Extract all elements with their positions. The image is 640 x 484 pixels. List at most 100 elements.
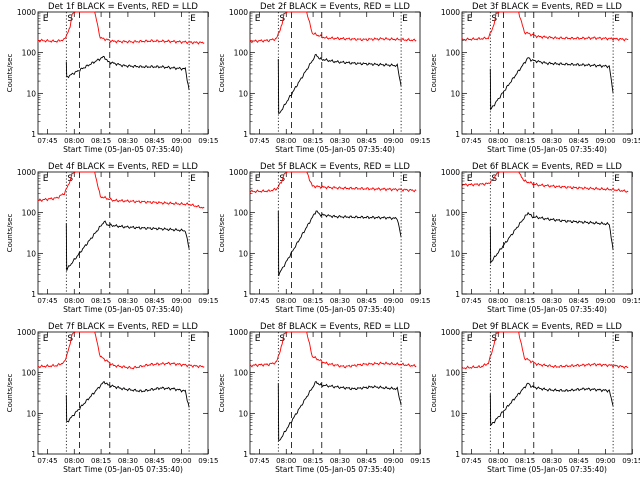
x-tick-label: 09:00 bbox=[171, 137, 191, 145]
x-tick-label: 09:00 bbox=[383, 457, 403, 465]
events-series-line bbox=[65, 220, 190, 271]
y-tick-label: 10 bbox=[450, 89, 460, 98]
plot-frame bbox=[37, 331, 209, 455]
x-axis-label: Start Time (05-Jan-05 07:35:40) bbox=[63, 305, 183, 314]
x-axis-label: Start Time (05-Jan-05 07:35:40) bbox=[275, 305, 395, 314]
panel-det-1f: Det 1f BLACK = Events, RED = LLD 1 10 100 10… bbox=[6, 2, 218, 154]
x-tick-label: 09:15 bbox=[622, 457, 640, 465]
y-tick-label: 10 bbox=[450, 409, 460, 418]
x-tick-label: 07:45 bbox=[249, 457, 269, 465]
y-tick-label: 1000 bbox=[229, 168, 248, 177]
y-tick-label: 100 bbox=[446, 49, 461, 58]
event-marker-label: S bbox=[279, 14, 285, 24]
x-tick-label: 08:45 bbox=[569, 457, 589, 465]
x-tick-label: 09:15 bbox=[622, 137, 640, 145]
y-tick-label: 1 bbox=[243, 130, 248, 139]
x-tick-label: 09:15 bbox=[198, 297, 218, 305]
y-tick-label: 100 bbox=[22, 369, 37, 378]
event-marker-label: S bbox=[491, 174, 497, 184]
panel-title: Det 4f BLACK = Events, RED = LLD bbox=[48, 162, 198, 172]
event-marker-label: E bbox=[614, 14, 620, 24]
x-tick-label: 08:00 bbox=[488, 457, 508, 465]
y-axis-label: Counts/sec bbox=[6, 374, 14, 413]
event-marker-label: E bbox=[43, 174, 49, 184]
x-tick-label: 07:45 bbox=[249, 297, 269, 305]
y-axis-label: Counts/sec bbox=[430, 54, 438, 93]
x-tick-label: 08:00 bbox=[276, 297, 296, 305]
y-axis-label: Counts/sec bbox=[430, 214, 438, 253]
y-tick-label: 1000 bbox=[441, 328, 460, 337]
y-tick-label: 10 bbox=[450, 249, 460, 258]
y-tick-label: 1000 bbox=[17, 328, 36, 337]
events-series-line bbox=[277, 380, 402, 441]
panel-title: Det 5f BLACK = Events, RED = LLD bbox=[260, 162, 410, 172]
y-tick-label: 100 bbox=[22, 209, 37, 218]
events-series-line bbox=[489, 57, 614, 111]
events-series-line bbox=[65, 55, 190, 91]
plot-frame bbox=[249, 331, 421, 455]
plot-frame bbox=[37, 171, 209, 295]
lld-series-line bbox=[461, 331, 629, 370]
y-tick-label: 100 bbox=[234, 369, 249, 378]
event-marker-label: S bbox=[67, 334, 73, 344]
event-marker-label: S bbox=[491, 14, 497, 24]
x-tick-label: 08:45 bbox=[357, 137, 377, 145]
x-tick-label: 07:45 bbox=[461, 457, 481, 465]
x-tick-label: 08:30 bbox=[330, 297, 350, 305]
panel-det-5f: Det 5f BLACK = Events, RED = LLD 1 10 100 10… bbox=[218, 162, 430, 314]
panel-title: Det 6f BLACK = Events, RED = LLD bbox=[472, 162, 622, 172]
y-tick-label: 100 bbox=[22, 49, 37, 58]
y-tick-label: 1000 bbox=[229, 8, 248, 17]
event-marker-label: E bbox=[467, 14, 473, 24]
event-marker-label: E bbox=[614, 174, 620, 184]
y-tick-label: 1 bbox=[455, 450, 460, 459]
panel-det-3f: Det 3f BLACK = Events, RED = LLD 1 10 100 10… bbox=[430, 2, 640, 154]
x-axis-label: Start Time (05-Jan-05 07:35:40) bbox=[487, 145, 607, 154]
y-axis-label: Counts/sec bbox=[6, 214, 14, 253]
y-axis-label: Counts/sec bbox=[430, 374, 438, 413]
x-axis-label: Start Time (05-Jan-05 07:35:40) bbox=[63, 145, 183, 154]
event-marker-label: E bbox=[190, 334, 196, 344]
event-marker-label: E bbox=[255, 334, 261, 344]
x-tick-label: 09:00 bbox=[171, 297, 191, 305]
panel-det-8f: Det 8f BLACK = Events, RED = LLD 1 10 100 10… bbox=[218, 322, 430, 474]
panel-det-4f: Det 4f BLACK = Events, RED = LLD 1 10 100 10… bbox=[6, 162, 218, 314]
x-axis-label: Start Time (05-Jan-05 07:35:40) bbox=[63, 465, 183, 474]
x-tick-label: 08:45 bbox=[569, 297, 589, 305]
x-tick-label: 09:15 bbox=[622, 297, 640, 305]
y-tick-label: 10 bbox=[26, 409, 36, 418]
x-tick-label: 08:15 bbox=[303, 297, 323, 305]
y-tick-label: 10 bbox=[26, 249, 36, 258]
y-tick-label: 100 bbox=[234, 49, 249, 58]
event-marker-label: S bbox=[491, 334, 497, 344]
events-series-line bbox=[489, 211, 614, 265]
x-tick-label: 08:15 bbox=[515, 457, 535, 465]
panel-det-7f: Det 7f BLACK = Events, RED = LLD 1 10 100 10… bbox=[6, 322, 218, 474]
x-tick-label: 08:15 bbox=[91, 297, 111, 305]
event-marker-label: E bbox=[467, 174, 473, 184]
panel-det-9f: Det 9f BLACK = Events, RED = LLD 1 10 100 10… bbox=[430, 322, 640, 474]
x-tick-label: 08:45 bbox=[145, 457, 165, 465]
x-tick-label: 07:45 bbox=[37, 137, 57, 145]
event-marker-label: E bbox=[190, 14, 196, 24]
plot-frame bbox=[461, 11, 633, 135]
panel-title: Det 9f BLACK = Events, RED = LLD bbox=[472, 322, 622, 332]
plot-frame bbox=[249, 11, 421, 135]
y-tick-label: 1 bbox=[455, 290, 460, 299]
y-tick-label: 100 bbox=[234, 209, 249, 218]
lld-series-line bbox=[38, 171, 205, 209]
event-marker-label: E bbox=[402, 334, 408, 344]
y-tick-label: 100 bbox=[446, 209, 461, 218]
x-tick-label: 08:15 bbox=[303, 137, 323, 145]
x-tick-label: 08:30 bbox=[542, 457, 562, 465]
x-tick-label: 08:30 bbox=[330, 457, 350, 465]
plot-frame bbox=[249, 171, 421, 295]
x-axis-label: Start Time (05-Jan-05 07:35:40) bbox=[487, 305, 607, 314]
plot-frame bbox=[37, 11, 209, 135]
panel-title: Det 7f BLACK = Events, RED = LLD bbox=[48, 322, 198, 332]
x-axis-label: Start Time (05-Jan-05 07:35:40) bbox=[275, 145, 395, 154]
x-tick-label: 08:00 bbox=[488, 137, 508, 145]
x-tick-label: 08:15 bbox=[515, 297, 535, 305]
plot-frame bbox=[461, 171, 633, 295]
lld-series-line bbox=[37, 11, 205, 45]
